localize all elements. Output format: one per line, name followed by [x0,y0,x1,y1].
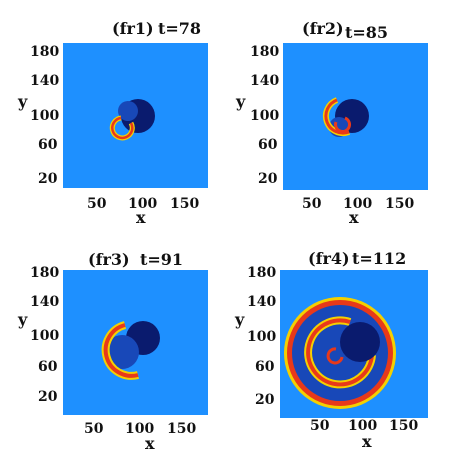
panel-label: (fr1) [112,19,154,38]
y-tick: 20 [38,389,58,405]
x-tick: 150 [389,418,418,434]
y-axis-label: y [234,310,245,329]
y-tick: 60 [255,359,275,375]
y-axis-label: y [235,92,246,111]
spiral-inner-arm [334,116,352,134]
x-tick: 150 [385,196,414,212]
spiral-inner-arm-front [306,318,374,387]
panel-fr4: (fr4) t=112 180 140 100 60 20 y 50 100 1… [234,249,428,451]
x-axis-label: x [145,434,155,453]
y-tick: 60 [38,359,58,375]
x-tick: 100 [128,196,157,212]
panel-fr3: (fr3) t=91 180 140 100 60 20 y 50 100 15… [17,250,208,453]
core-gradient [105,335,139,369]
panel-time: t=78 [158,19,201,38]
y-tick: 180 [30,44,59,60]
x-axis-label: x [362,432,372,451]
y-tick: 20 [255,392,275,408]
x-tick: 100 [343,196,372,212]
y-axis-label: y [17,310,28,329]
y-tick: 100 [30,108,59,124]
x-tick: 150 [170,196,199,212]
spiral-wave-front [103,323,139,378]
core-gradient [118,101,138,121]
y-tick: 140 [250,73,279,89]
dark-core-region [340,322,380,362]
x-tick: 50 [84,421,104,437]
y-tick: 180 [250,44,279,60]
panel-time: t=85 [345,23,388,42]
panel-time: t=112 [352,249,406,268]
x-tick: 100 [125,421,154,437]
x-tick: 50 [302,196,322,212]
y-tick: 100 [250,108,279,124]
x-tick: 100 [348,418,377,434]
x-tick: 50 [310,418,330,434]
x-tick: 150 [167,421,196,437]
y-tick: 20 [38,171,58,187]
panel-time: t=91 [140,250,183,269]
y-tick: 20 [258,171,278,187]
panel-label: (fr3) [88,250,130,269]
y-axis-label: y [17,92,28,111]
panel-fr2: (fr2) t=85 180 140 100 60 20 y 50 100 15… [235,19,428,227]
y-tick: 100 [247,329,276,345]
spiral-wave-front [111,116,134,140]
x-axis-label: x [349,208,359,227]
spiral-tip [326,347,344,365]
y-tick: 180 [247,265,276,281]
y-tick: 60 [258,137,278,153]
spiral-wave-front [324,98,350,135]
x-tick: 50 [87,196,107,212]
y-tick: 140 [247,294,276,310]
y-tick: 100 [30,328,59,344]
y-tick: 140 [30,294,59,310]
panel-label: (fr4) [308,249,350,268]
panel-label: (fr2) [302,19,344,38]
y-tick: 60 [38,137,58,153]
y-tick: 180 [30,265,59,281]
x-axis-label: x [136,208,146,227]
y-tick: 140 [30,73,59,89]
panel-fr1: (fr1) t=78 180 140 100 60 20 y 50 100 15… [17,19,208,227]
